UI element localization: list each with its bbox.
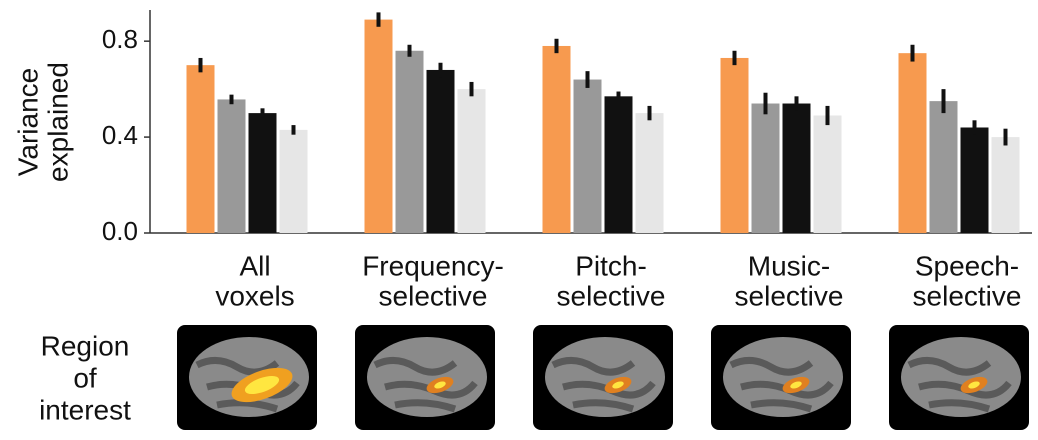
bar bbox=[457, 89, 486, 234]
bar bbox=[782, 103, 811, 233]
brain-panel bbox=[533, 325, 673, 430]
y-tick-label: 0.0 bbox=[102, 216, 138, 246]
x-tick-label: selective bbox=[557, 280, 666, 311]
bar bbox=[720, 57, 749, 234]
roi-core bbox=[968, 381, 980, 389]
bar bbox=[898, 53, 927, 234]
roi-core bbox=[612, 381, 624, 389]
y-tick-label: 0.8 bbox=[102, 24, 138, 54]
roi-label: of bbox=[73, 362, 97, 393]
roi-label: Region bbox=[41, 330, 130, 361]
roi-core bbox=[434, 381, 446, 389]
bar bbox=[279, 129, 308, 233]
bar bbox=[960, 127, 989, 233]
bar bbox=[813, 115, 842, 233]
bar bbox=[929, 101, 958, 233]
brain-panel bbox=[889, 325, 1029, 430]
y-tick-label: 0.4 bbox=[102, 120, 138, 150]
bar bbox=[426, 69, 455, 234]
roi-core bbox=[790, 381, 802, 389]
x-tick-label: Frequency- bbox=[362, 250, 504, 281]
x-tick-label: selective bbox=[913, 280, 1022, 311]
bar bbox=[217, 99, 246, 233]
x-tick-label: voxels bbox=[215, 280, 294, 311]
bar bbox=[573, 79, 602, 234]
bar bbox=[248, 113, 277, 233]
bar bbox=[542, 45, 571, 233]
bar bbox=[186, 65, 215, 233]
x-tick-label: Pitch- bbox=[575, 250, 647, 281]
brain-panel bbox=[711, 325, 851, 430]
bar bbox=[364, 19, 393, 233]
x-tick-label: selective bbox=[735, 280, 844, 311]
roi-label: interest bbox=[39, 394, 131, 425]
y-axis-label: explained bbox=[42, 62, 73, 182]
x-tick-label: All bbox=[239, 250, 270, 281]
brain-panel bbox=[177, 325, 317, 430]
bar bbox=[991, 137, 1020, 233]
bar bbox=[751, 103, 780, 233]
y-axis-label: Variance bbox=[12, 68, 43, 176]
x-tick-label: Speech- bbox=[915, 250, 1019, 281]
x-tick-label: Music- bbox=[748, 250, 830, 281]
bar bbox=[395, 50, 424, 233]
x-tick-label: selective bbox=[379, 280, 488, 311]
bar bbox=[635, 113, 664, 233]
brain-panel bbox=[355, 325, 495, 430]
roi-core bbox=[244, 375, 280, 395]
bar bbox=[604, 96, 633, 234]
